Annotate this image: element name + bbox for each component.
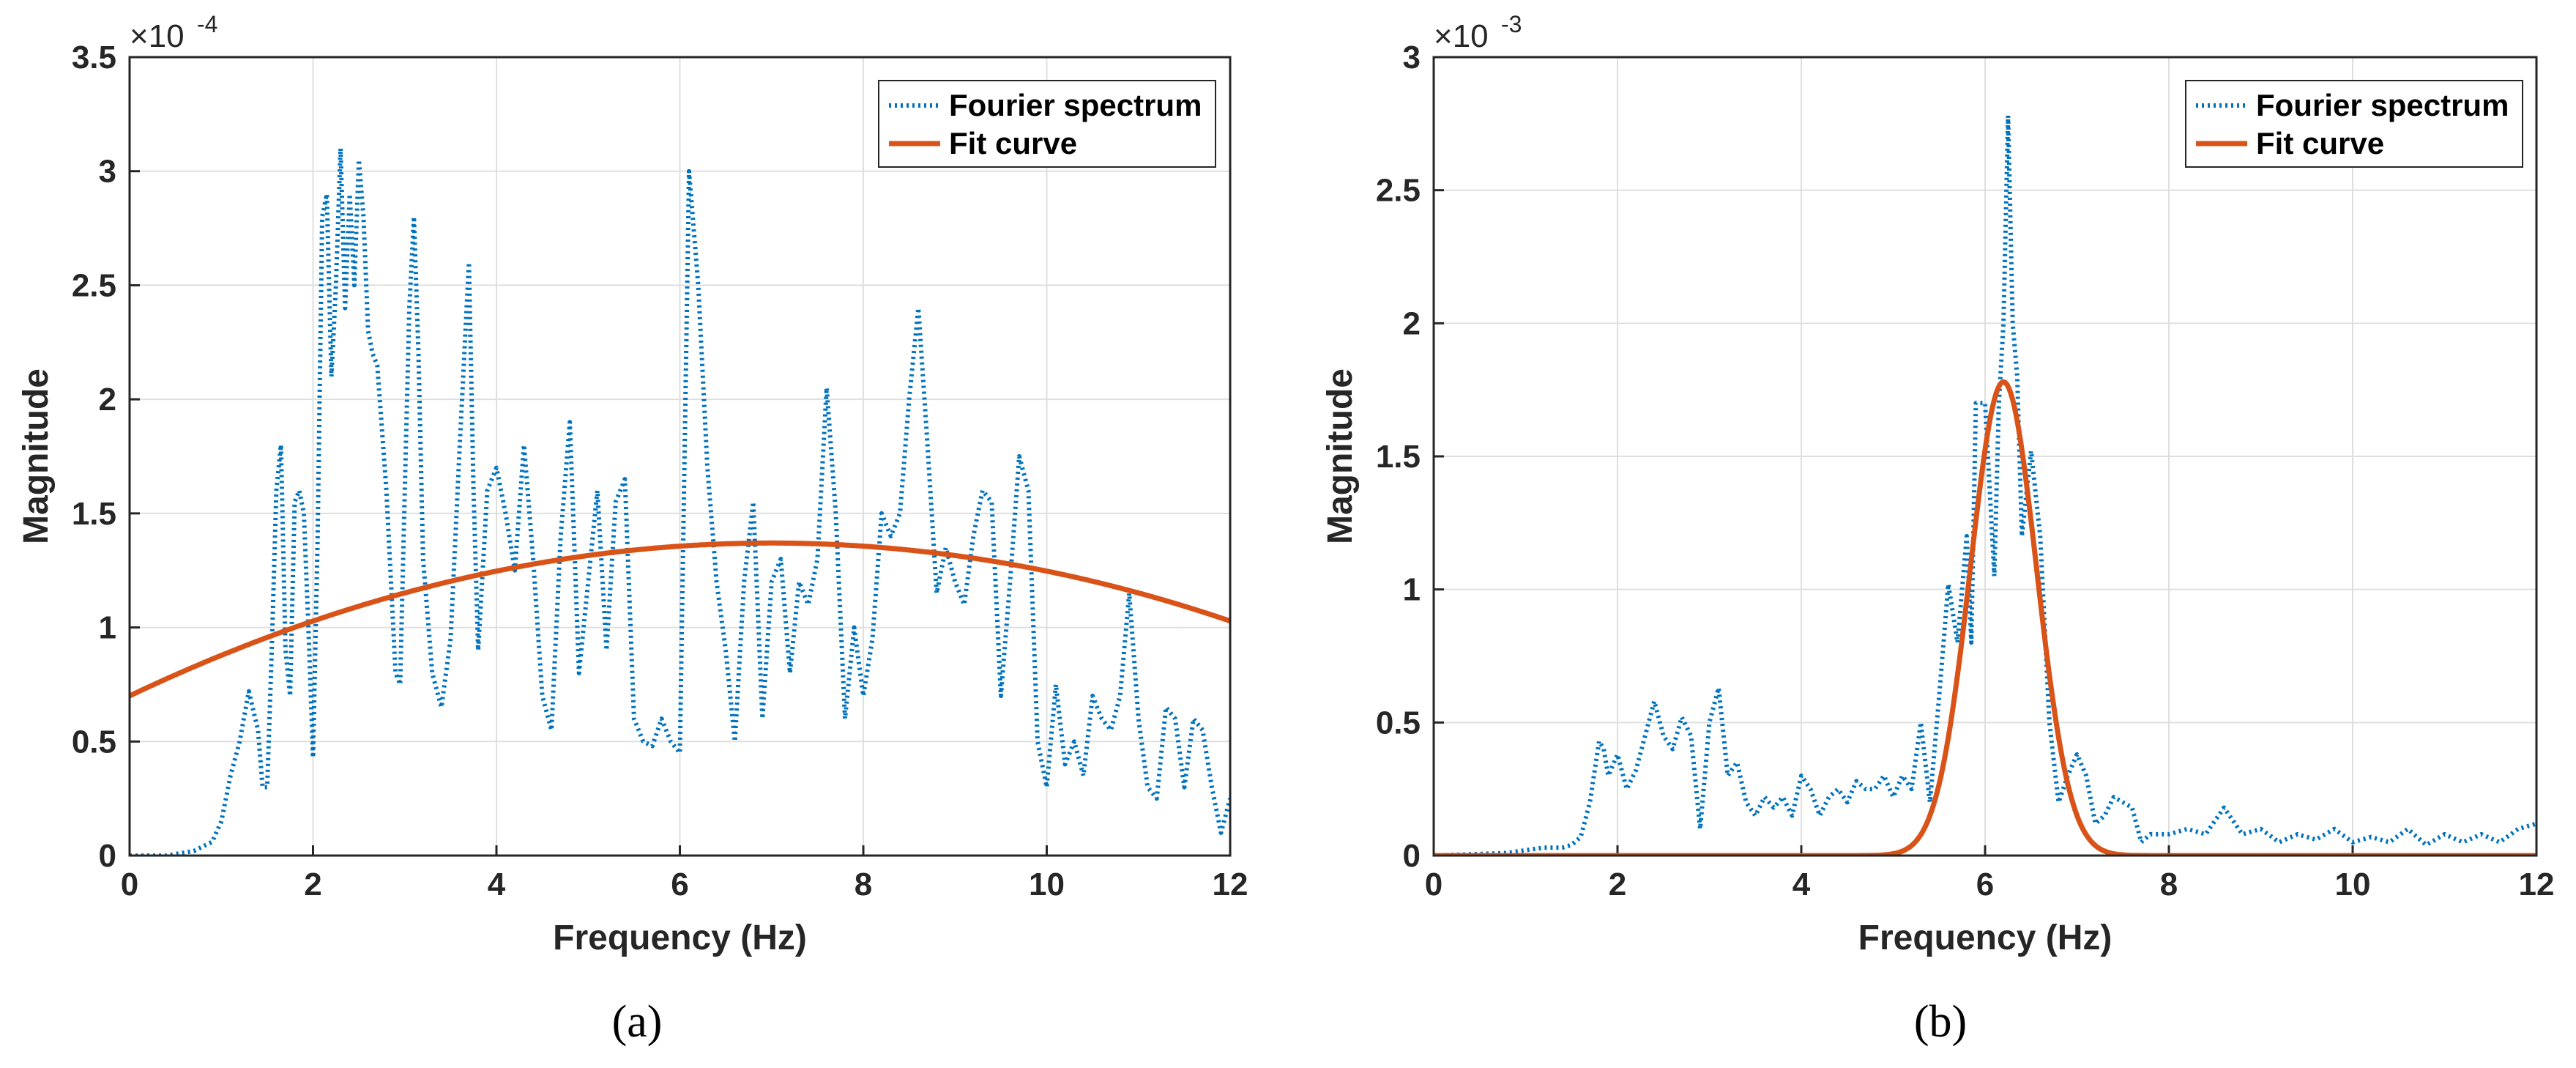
fit-curve-line [130,540,1230,699]
x-tick-label: 2 [304,867,321,902]
fourier-spectrum-line [130,146,1230,856]
panel-label: (a) [612,997,663,1047]
y-tick-label: 2 [1403,305,1421,341]
y-axis-label: Magnitude [17,368,56,544]
axis-exponent-power: -3 [1501,11,1522,37]
x-tick-label: 6 [671,867,688,902]
x-tick-label: 0 [1425,867,1443,902]
chart-panel-b: 0 2 4 6 8 10 12 0 0.5 1 1.5 2 2.5 3 ×10 -3 Frequency (Hz… [1321,11,2554,1047]
axes-frame [1432,56,2538,857]
x-tick-label: 4 [488,867,506,902]
legend-entry-spectrum: Fourier spectrum [949,88,1202,122]
y-tick-label: 2.5 [72,267,116,303]
y-tick-label: 2 [99,382,116,418]
legend-entry-spectrum: Fourier spectrum [2256,88,2509,122]
legend-box [2185,80,2523,168]
x-tick-label: 2 [1609,867,1626,902]
y-axis-label: Magnitude [1321,368,1360,544]
axis-exponent-power: -4 [197,11,217,37]
y-tick-label: 3.5 [72,40,116,75]
y-tick-label: 1 [99,610,116,646]
legend-entry-fit: Fit curve [2256,126,2384,160]
x-tick-label: 0 [121,867,138,902]
x-tick-label: 8 [855,867,872,902]
panel-label: (b) [1914,997,1967,1047]
y-tick-label: 1 [1403,572,1421,608]
y-tick-label: 2.5 [1376,173,1421,209]
x-axis-label: Frequency (Hz) [553,919,807,957]
x-tick-label: 12 [2519,867,2555,902]
x-tick-label: 10 [1029,867,1065,902]
axes-frame [128,56,1232,857]
x-tick-label: 10 [2335,867,2371,902]
legend-entry-fit: Fit curve [949,126,1077,160]
y-tick-label: 1.5 [1376,439,1421,475]
y-tick-label: 1.5 [72,496,116,532]
x-tick-label: 12 [1213,867,1248,902]
y-tick-label: 0.5 [1376,705,1421,741]
fit-curve-line [1434,379,2536,856]
x-tick-label: 8 [2160,867,2178,902]
y-tick-label: 3 [1403,40,1421,75]
axis-exponent-base: ×10 [1434,18,1489,54]
x-axis-label: Frequency (Hz) [1858,919,2112,957]
legend-box [878,80,1216,168]
y-tick-label: 0 [1403,838,1421,874]
y-tick-label: 0 [99,838,116,874]
y-tick-label: 0.5 [72,724,116,760]
axis-exponent-base: ×10 [130,18,185,54]
x-tick-label: 4 [1793,867,1811,902]
chart-panel-a: 0 2 4 6 8 10 12 0 0.5 1 1.5 2 2.5 3 3.5 ×10 -4 Frequency … [17,11,1248,1047]
x-tick-label: 6 [1976,867,1994,902]
y-tick-label: 3 [99,154,116,190]
